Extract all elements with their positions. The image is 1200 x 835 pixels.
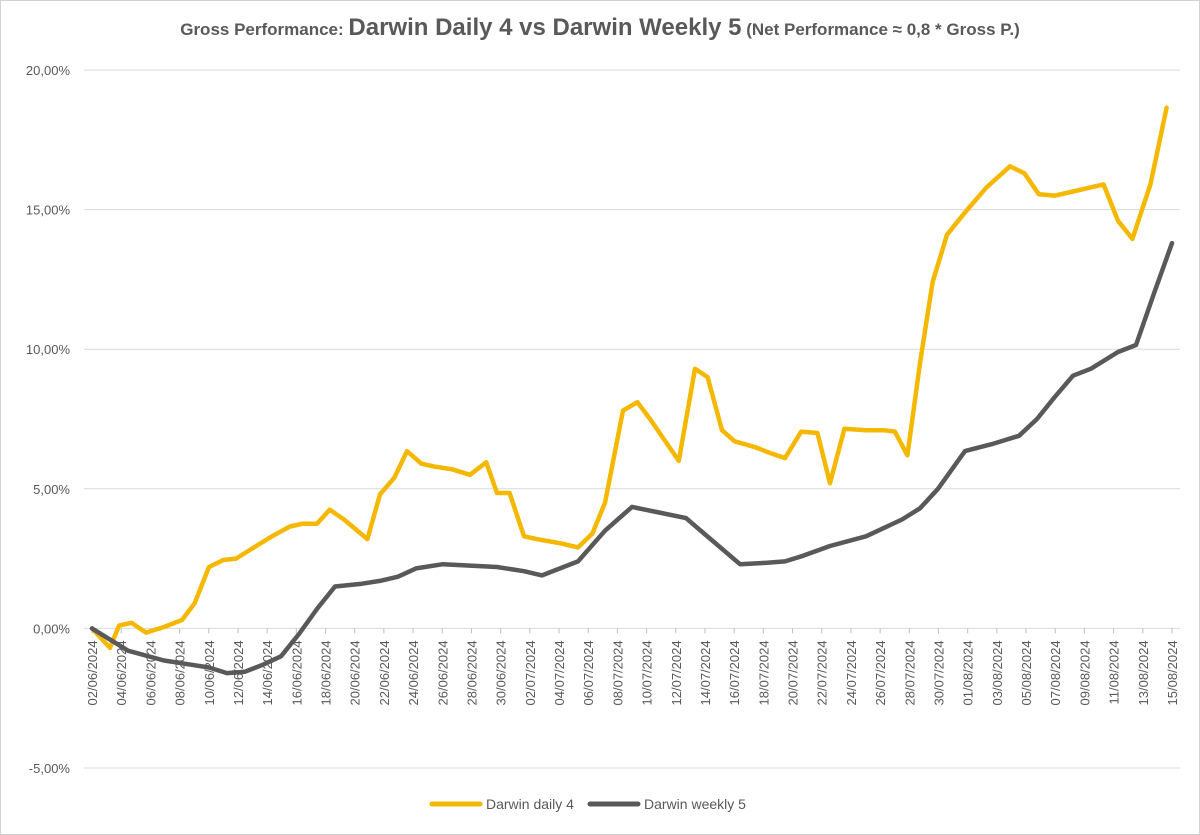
chart-title: Gross Performance: Darwin Daily 4 vs Dar… [0,14,1200,42]
x-tick-label: 06/07/2024 [581,640,596,705]
x-tick-label: 26/07/2024 [873,640,888,705]
x-tick-label: 06/06/2024 [143,640,158,705]
x-tick-label: 22/07/2024 [815,640,830,705]
x-tick-label: 20/06/2024 [348,640,363,705]
x-tick-label: 11/08/2024 [1107,640,1122,704]
x-tick-label: 09/08/2024 [1077,640,1092,705]
legend: Darwin daily 4 Darwin weekly 5 [429,796,746,812]
title-main: Darwin Daily 4 vs Darwin Weekly 5 [348,14,742,41]
x-tick-label: 05/08/2024 [1019,640,1034,705]
x-tick-label: 02/06/2024 [85,640,100,705]
legend-label: Darwin weekly 5 [644,796,746,812]
x-tick-label: 20/07/2024 [786,640,801,705]
x-tick-label: 14/07/2024 [698,640,713,705]
x-tick-label: 08/06/2024 [173,640,188,705]
y-tick-label: 15,00% [26,203,71,218]
x-tick-label: 01/08/2024 [961,640,976,705]
x-tick-label: 10/06/2024 [202,640,217,705]
y-tick-label: -5,00% [29,761,71,776]
x-tick-label: 12/07/2024 [669,640,684,705]
x-tick-label: 15/08/2024 [1165,640,1180,705]
x-tick-label: 22/06/2024 [377,640,392,705]
x-tick-label: 02/07/2024 [523,640,538,705]
y-tick-label: 10,00% [26,342,71,357]
x-tick-label: 18/06/2024 [319,640,334,705]
x-tick-label: 16/06/2024 [289,640,304,705]
legend-label: Darwin daily 4 [486,796,574,812]
x-tick-label: 28/07/2024 [902,640,917,705]
gridlines [84,69,1180,769]
title-suffix: (Net Performance ≈ 0,8 * Gross P.) [741,20,1020,39]
x-tick-label: 03/08/2024 [990,640,1005,705]
x-tick-label: 24/06/2024 [406,640,421,705]
x-tick-label: 13/08/2024 [1136,640,1151,705]
x-tick-label: 28/06/2024 [464,640,479,705]
x-tick-label: 30/06/2024 [494,640,509,705]
x-tick-label: 14/06/2024 [260,640,275,705]
x-tick-label: 18/07/2024 [756,640,771,705]
y-tick-label: 5,00% [33,482,70,497]
y-tick-label: 20,00% [26,63,71,78]
series-lines [89,105,1175,676]
x-tick-label: 16/07/2024 [727,640,742,705]
series-line-1 [89,105,1169,651]
x-tick-label: 26/06/2024 [435,640,450,705]
x-tick-label: 08/07/2024 [610,640,625,705]
x-tick-label: 10/07/2024 [640,640,655,705]
x-tick-label: 04/06/2024 [114,640,129,705]
title-prefix: Gross Performance: [180,20,349,39]
x-tick-label: 07/08/2024 [1048,640,1063,705]
y-axis: -5,00% 0,00% 5,00% 10,00% 15,00% 20,00% [26,63,71,776]
x-axis: 02/06/2024 04/06/2024 06/06/2024 08/06/2024… [85,628,1180,705]
x-tick-label: 04/07/2024 [552,640,567,705]
series-line-2 [89,240,1175,676]
x-tick-label: 24/07/2024 [844,640,859,705]
x-tick-label: 30/07/2024 [931,640,946,705]
y-tick-label: 0,00% [33,621,70,636]
